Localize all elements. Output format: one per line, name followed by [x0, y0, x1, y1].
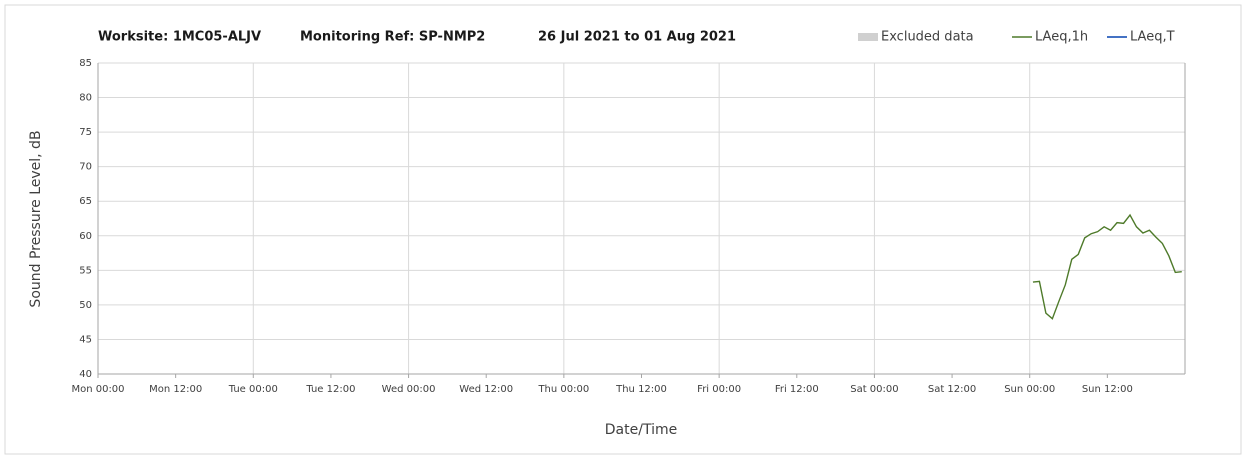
legend-label: LAeq,1h: [1035, 30, 1088, 45]
x-tick-label: Sat 12:00: [928, 384, 976, 395]
y-tick-label: 55: [79, 265, 92, 276]
x-tick-label: Tue 00:00: [228, 384, 278, 395]
y-tick-label: 70: [79, 162, 92, 173]
x-tick-label: Sun 12:00: [1082, 384, 1133, 395]
y-tick-label: 80: [79, 93, 92, 104]
x-tick-label: Fri 12:00: [775, 384, 819, 395]
x-tick-label: Wed 00:00: [382, 384, 436, 395]
x-tick-label: Thu 00:00: [537, 384, 589, 395]
x-tick-label: Fri 00:00: [697, 384, 741, 395]
y-axis-title: Sound Pressure Level, dB: [28, 130, 44, 307]
y-tick-label: 45: [79, 334, 92, 345]
chart-title: Monitoring Ref: SP-NMP2: [300, 30, 485, 45]
y-tick-label: 50: [79, 300, 92, 311]
legend-label: LAeq,T: [1130, 30, 1175, 45]
chart-title: Worksite: 1MC05-ALJV: [98, 30, 261, 45]
y-tick-label: 85: [79, 58, 92, 69]
x-axis-title: Date/Time: [605, 422, 677, 438]
legend-swatch: [858, 33, 878, 41]
chart-title: 26 Jul 2021 to 01 Aug 2021: [538, 30, 736, 45]
x-tick-label: Mon 00:00: [71, 384, 124, 395]
x-tick-label: Sun 00:00: [1004, 384, 1055, 395]
x-tick-label: Thu 12:00: [615, 384, 667, 395]
y-tick-label: 75: [79, 127, 92, 138]
x-tick-label: Wed 12:00: [459, 384, 513, 395]
y-tick-label: 40: [79, 369, 92, 380]
y-tick-label: 60: [79, 231, 92, 242]
x-tick-label: Mon 12:00: [149, 384, 202, 395]
y-tick-label: 65: [79, 196, 92, 207]
legend-label: Excluded data: [881, 30, 974, 45]
series-line: [1032, 213, 1182, 320]
x-tick-label: Tue 12:00: [305, 384, 355, 395]
x-tick-label: Sat 00:00: [850, 384, 898, 395]
chart-frame: [4, 4, 1242, 455]
